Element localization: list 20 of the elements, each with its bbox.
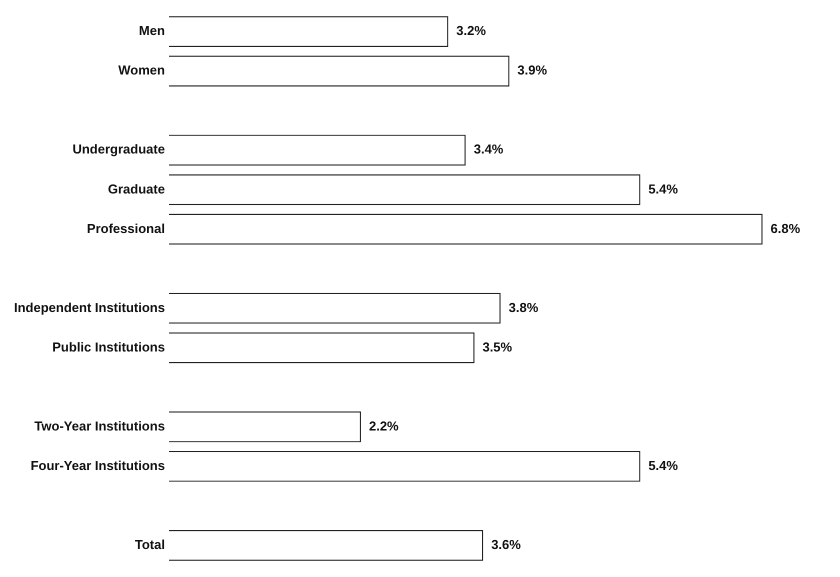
data-label: 6.8% bbox=[770, 220, 801, 236]
y-tick-label: Women bbox=[118, 62, 165, 78]
y-tick-label: Public Institutions bbox=[52, 339, 165, 354]
y-tick-label: Independent Institutions bbox=[14, 300, 165, 315]
data-label: 5.4% bbox=[648, 458, 678, 473]
y-tick-label: Graduate bbox=[108, 181, 165, 196]
data-label: 3.5% bbox=[482, 339, 513, 354]
y-tick-label: Four-Year Institutions bbox=[30, 458, 165, 473]
data-label: 2.2% bbox=[368, 418, 400, 434]
data-label: 3.8% bbox=[508, 300, 539, 315]
data-label: 3.9% bbox=[517, 62, 548, 78]
y-tick-label: Two-Year Institutions bbox=[34, 418, 165, 434]
data-label: 3.2% bbox=[456, 23, 486, 38]
data-label: 3.6% bbox=[491, 537, 522, 552]
data-label: 5.4% bbox=[648, 181, 678, 196]
y-tick-label: Total bbox=[134, 537, 165, 552]
data-label: 3.4% bbox=[474, 142, 504, 157]
y-tick-label: Professional bbox=[86, 220, 165, 236]
y-tick-label: Men bbox=[138, 23, 165, 38]
y-tick-label: Undergraduate bbox=[72, 142, 165, 157]
